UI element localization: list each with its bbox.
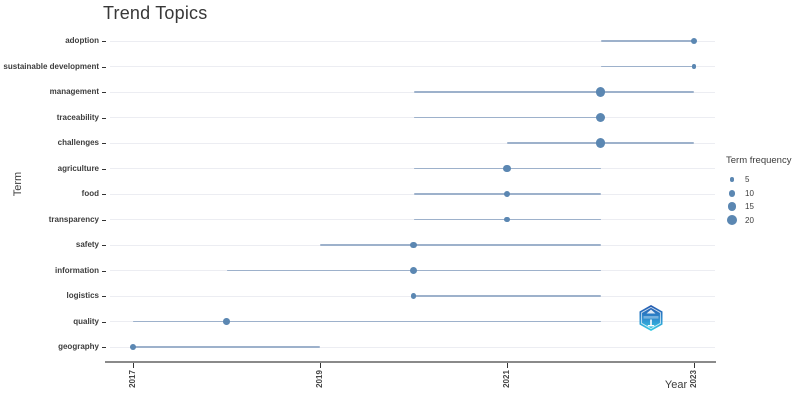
term-range-line [133,346,320,348]
chart-title: Trend Topics [103,3,208,23]
x-tick-mark [133,363,134,368]
term-peak-dot [410,241,417,249]
term-label: geography [58,342,99,351]
term-peak-dot [690,37,698,45]
plot-area [110,30,715,362]
y-tick-mark [102,168,106,170]
x-tick-label: 2017 [128,370,137,388]
legend-size-label: 20 [745,215,754,225]
y-tick-mark [102,219,106,221]
legend-title: Term frequency [726,155,792,166]
y-tick-mark [102,143,106,144]
legend-size-dot [728,189,736,197]
size-legend: Term frequency 5 10 15 20 [726,155,798,227]
term-label: information [55,265,99,275]
y-tick-mark [102,92,106,93]
term-peak-dot [691,64,697,69]
row-gridline [110,168,715,169]
term-label: safety [75,240,99,249]
term-label: transparency [48,214,99,224]
term-label: quality [73,316,99,326]
legend-items: 5 10 15 20 [726,173,798,227]
term-peak-dot [504,216,510,223]
term-range-line [413,295,601,297]
legend-dot-box [726,189,738,197]
y-tick-mark [102,296,106,297]
legend-dot-box [726,202,738,211]
term-peak-dot [130,344,136,350]
row-gridline [110,142,715,144]
term-peak-dot [503,164,511,173]
term-range-line [413,116,601,119]
term-peak-dot [410,267,417,274]
row-gridline [110,117,715,118]
x-tick-label: 2019 [315,370,324,388]
term-range-line [133,320,601,323]
y-tick-mark [102,117,106,119]
term-range-line [600,65,694,68]
legend-size-dot [729,177,735,183]
term-peak-dot [595,87,606,97]
biblioshiny-logo-icon [639,305,663,331]
x-axis-line [105,361,716,363]
legend-size-dot [727,202,737,211]
term-peak-dot [595,138,606,148]
legend-size-label: 15 [745,202,754,212]
row-gridline [110,40,715,42]
term-label: food [81,189,99,198]
term-label: challenges [57,138,99,147]
legend-size-dot [727,215,737,226]
x-axis-title: Year [664,379,688,391]
row-gridline [110,91,715,93]
term-peak-dot [503,190,511,198]
y-tick-mark [102,347,106,348]
term-range-line [320,244,601,246]
term-label: sustainable development [3,61,99,71]
term-label: agriculture [57,163,99,173]
x-tick-mark [320,363,321,368]
term-label: logistics [66,291,99,300]
term-label: adoption [65,36,99,45]
term-range-line [413,91,694,93]
legend-item: 10 [726,187,798,201]
term-label: management [49,87,99,96]
y-tick-mark [102,270,106,272]
x-tick-label: 2021 [502,370,511,388]
y-tick-mark [102,194,106,195]
term-peak-dot [223,318,230,325]
legend-item: 20 [726,214,798,228]
y-tick-mark [102,245,106,246]
term-label: traceability [56,112,99,122]
term-peak-dot [595,112,606,123]
legend-dot-box [726,177,738,183]
legend-size-label: 10 [745,188,754,198]
row-gridline [110,66,715,67]
y-tick-mark [102,321,106,323]
legend-size-label: 5 [745,175,750,185]
legend-dot-box [726,215,738,226]
row-gridline [110,193,715,195]
row-gridline [110,219,715,220]
x-tick-mark [694,363,695,368]
legend-item: 15 [726,200,798,214]
y-tick-mark [102,41,106,42]
y-tick-mark [102,66,106,68]
term-range-line [600,40,694,42]
x-tick-mark [507,363,508,368]
legend-item: 5 [726,173,798,187]
row-gridline [110,346,715,348]
term-peak-dot [410,293,417,299]
